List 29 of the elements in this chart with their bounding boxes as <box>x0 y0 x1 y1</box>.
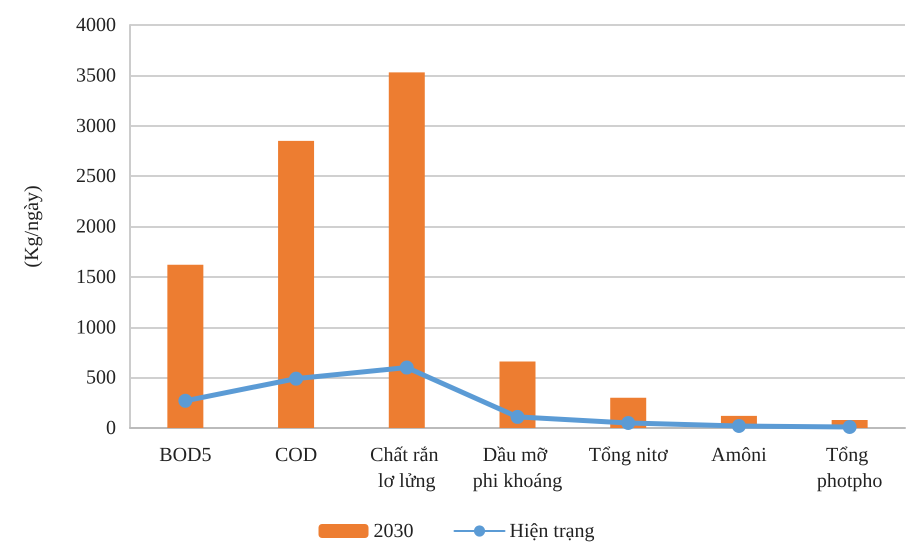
x-tick-label: Chất rắn lơ lửng <box>370 444 444 492</box>
y-tick-label: 0 <box>106 417 116 439</box>
y-tick-label: 3000 <box>76 114 116 137</box>
x-tick-label: Tổng nitơ <box>588 444 668 466</box>
point <box>732 418 746 433</box>
x-tick-label: Amôni <box>711 444 768 466</box>
bar <box>388 72 425 428</box>
legend-label: 2030 <box>374 520 414 542</box>
y-tick-label: 1000 <box>76 316 116 338</box>
x-tick-label: BOD5 <box>159 444 212 466</box>
x-tick-label: Tổng photpho <box>816 444 882 492</box>
y-tick-label: 2500 <box>76 165 116 188</box>
y-axis-title: (Kg/ngày) <box>21 185 43 268</box>
point <box>400 360 414 375</box>
y-tick-label: 1500 <box>76 266 116 288</box>
bar <box>278 140 314 428</box>
point <box>178 394 192 408</box>
y-tick-label: 3500 <box>76 64 116 86</box>
point <box>289 372 304 386</box>
point <box>621 416 636 430</box>
legend-label: Hiện trạng <box>510 520 594 542</box>
y-tick-label: 500 <box>86 366 116 389</box>
x-tick-label: Dầu mỡ phi khoáng <box>472 444 562 492</box>
bar <box>167 264 204 428</box>
point <box>842 420 857 434</box>
y-tick-label: 2000 <box>76 216 116 238</box>
y-tick-label: 4000 <box>76 14 116 36</box>
point <box>510 410 524 424</box>
x-tick-label: COD <box>274 444 318 466</box>
